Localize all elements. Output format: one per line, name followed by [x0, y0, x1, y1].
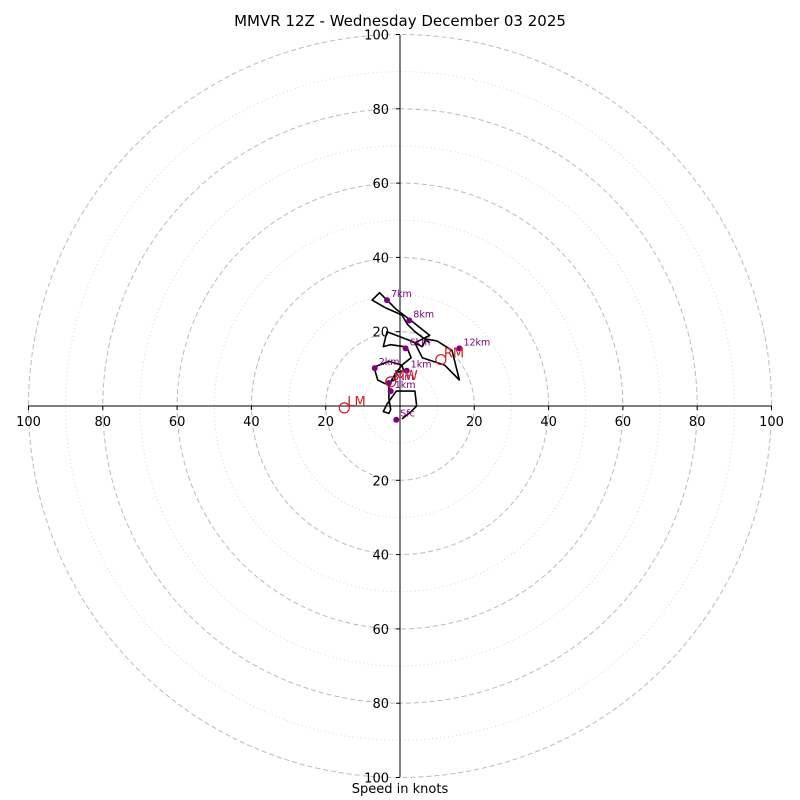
height-marker-label: 1km — [411, 360, 432, 371]
height-marker-label: 6km — [410, 337, 431, 348]
x-tick-label: 20 — [466, 415, 483, 430]
y-tick-label: 40 — [372, 549, 389, 564]
height-marker-label: 3km — [393, 372, 414, 383]
x-tick-label: 20 — [317, 415, 334, 430]
x-tick-label: 40 — [243, 415, 260, 430]
height-marker-dot — [403, 367, 410, 374]
height-marker-label: 1km — [395, 380, 416, 391]
storm-motion-circle — [385, 376, 397, 388]
x-tick-label: 60 — [169, 415, 186, 430]
y-tick-label: 60 — [372, 623, 389, 638]
height-marker-dot — [402, 345, 409, 352]
y-tick-label: 60 — [372, 177, 389, 192]
height-marker-label: 7km — [391, 289, 412, 300]
chart-title: MMVR 12Z - Wednesday December 03 2025 — [234, 12, 566, 30]
y-tick-label: 20 — [372, 474, 389, 489]
x-tick-label: 100 — [16, 415, 41, 430]
height-marker-label: 8km — [413, 310, 434, 321]
x-tick-label: 80 — [689, 415, 706, 430]
x-tick-label: 40 — [540, 415, 557, 430]
y-tick-label: 20 — [372, 326, 389, 341]
storm-motion-circle — [435, 353, 447, 366]
storm-motion-label: RM — [444, 347, 464, 362]
x-axis-label: Speed in knots — [351, 782, 449, 797]
height-marker-dot — [456, 345, 463, 352]
storm-motion-label: LM — [347, 395, 365, 410]
height-marker-dot — [406, 317, 413, 324]
y-tick-label: 80 — [372, 697, 389, 712]
height-marker-dot — [387, 388, 394, 395]
storm-motion-circle — [338, 402, 350, 414]
y-tick-label: 100 — [364, 29, 389, 44]
height-marker-dot — [371, 365, 378, 372]
y-tick-label: 100 — [364, 772, 389, 787]
y-tick-label: 40 — [372, 251, 389, 266]
y-tick-label: 80 — [372, 103, 389, 118]
height-marker-label: 2km — [379, 357, 400, 368]
axis-ticks: 100 80 60 40 20 20 40 60 80 100 100 80 60 40 20 20 40 60 8… — [16, 29, 784, 787]
height-marker-dot — [385, 379, 392, 386]
height-marker-dot — [383, 297, 390, 304]
height-marker-label: 12km — [463, 337, 490, 348]
x-tick-label: 100 — [759, 415, 784, 430]
storm-motion-markers: RM LM MW — [338, 347, 464, 414]
storm-motion-label: MW — [394, 369, 418, 384]
height-marker-label: Sfc — [400, 409, 415, 420]
x-tick-label: 60 — [615, 415, 632, 430]
x-tick-label: 80 — [95, 415, 112, 430]
height-marker-dot — [393, 416, 400, 423]
